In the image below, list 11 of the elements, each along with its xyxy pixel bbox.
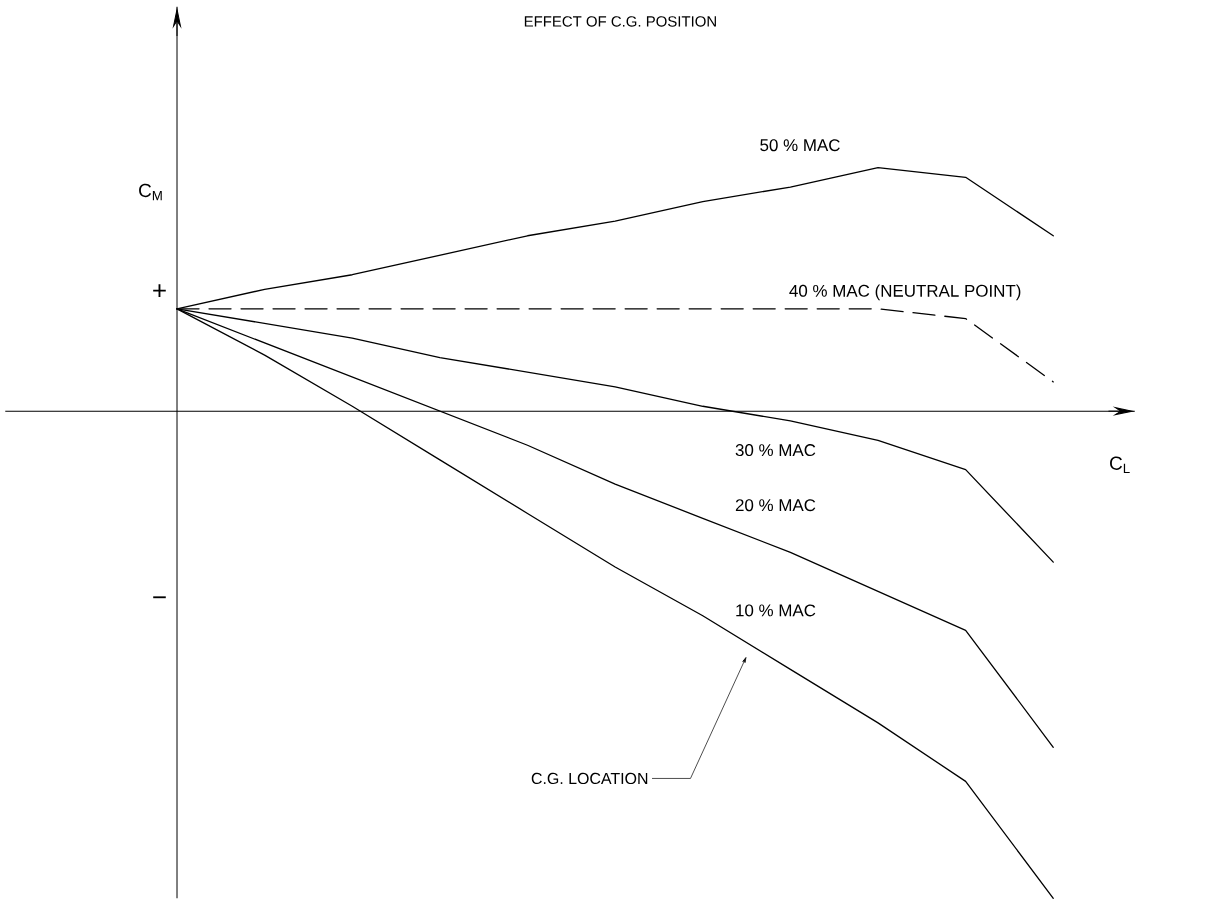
- series-label: 20 % MAC: [735, 499, 816, 512]
- series-label: 50 % MAC: [760, 139, 840, 152]
- x-axis-title: C$_{L}$: [1110, 456, 1130, 473]
- series-label: 40 % MAC (NEUTRAL POINT): [789, 284, 1021, 301]
- y-axis-title: C$_{M}$: [139, 183, 162, 201]
- annotation: C.G. LOCATION: [531, 772, 648, 785]
- series-label: 30 % MAC: [735, 444, 816, 457]
- chart-title: EFFECT OF C.G. POSITION: [524, 16, 716, 27]
- annotation: −: [153, 596, 166, 599]
- annotation: +: [153, 284, 166, 297]
- series-label: 10 % MAC: [736, 604, 816, 617]
